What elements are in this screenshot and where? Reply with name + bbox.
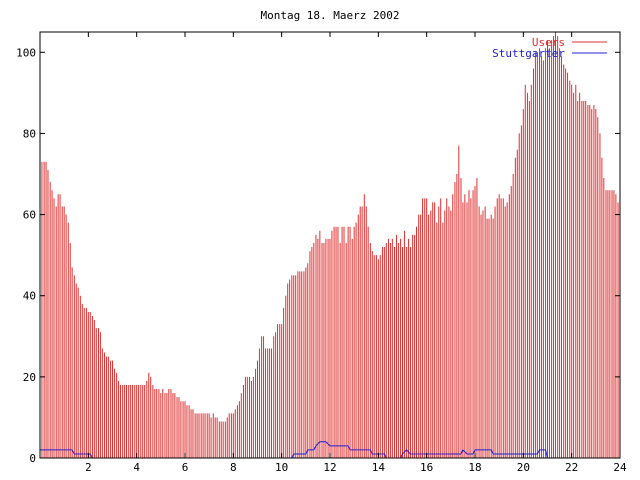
legend-label-users: Users <box>532 36 565 49</box>
x-tick-label: 4 <box>133 461 140 474</box>
y-tick-label: 40 <box>23 290 36 303</box>
x-tick-label: 24 <box>613 461 627 474</box>
y-axis: 0 20 40 60 80 100 <box>16 46 620 465</box>
y-tick-label: 60 <box>23 209 36 222</box>
x-tick-label: 10 <box>275 461 288 474</box>
chart-title: Montag 18. Maerz 2002 <box>260 9 399 22</box>
x-axis: 2 4 6 8 10 12 14 16 18 20 22 24 <box>85 32 627 474</box>
x-tick-label: 18 <box>468 461 481 474</box>
x-tick-label: 12 <box>323 461 336 474</box>
users-series <box>39 32 621 458</box>
legend-label-stuttgarter: Stuttgarter <box>492 47 565 60</box>
y-tick-label: 100 <box>16 46 36 59</box>
x-tick-label: 2 <box>85 461 92 474</box>
x-tick-label: 14 <box>372 461 386 474</box>
stuttgarter-series <box>40 441 620 459</box>
y-tick-label: 0 <box>29 452 36 465</box>
x-tick-label: 8 <box>230 461 237 474</box>
x-tick-label: 22 <box>565 461 578 474</box>
y-tick-label: 80 <box>23 127 36 140</box>
x-tick-label: 20 <box>517 461 530 474</box>
x-tick-label: 16 <box>420 461 433 474</box>
y-tick-label: 20 <box>23 371 36 384</box>
x-tick-label: 6 <box>182 461 189 474</box>
legend: Users Stuttgarter <box>492 36 607 60</box>
